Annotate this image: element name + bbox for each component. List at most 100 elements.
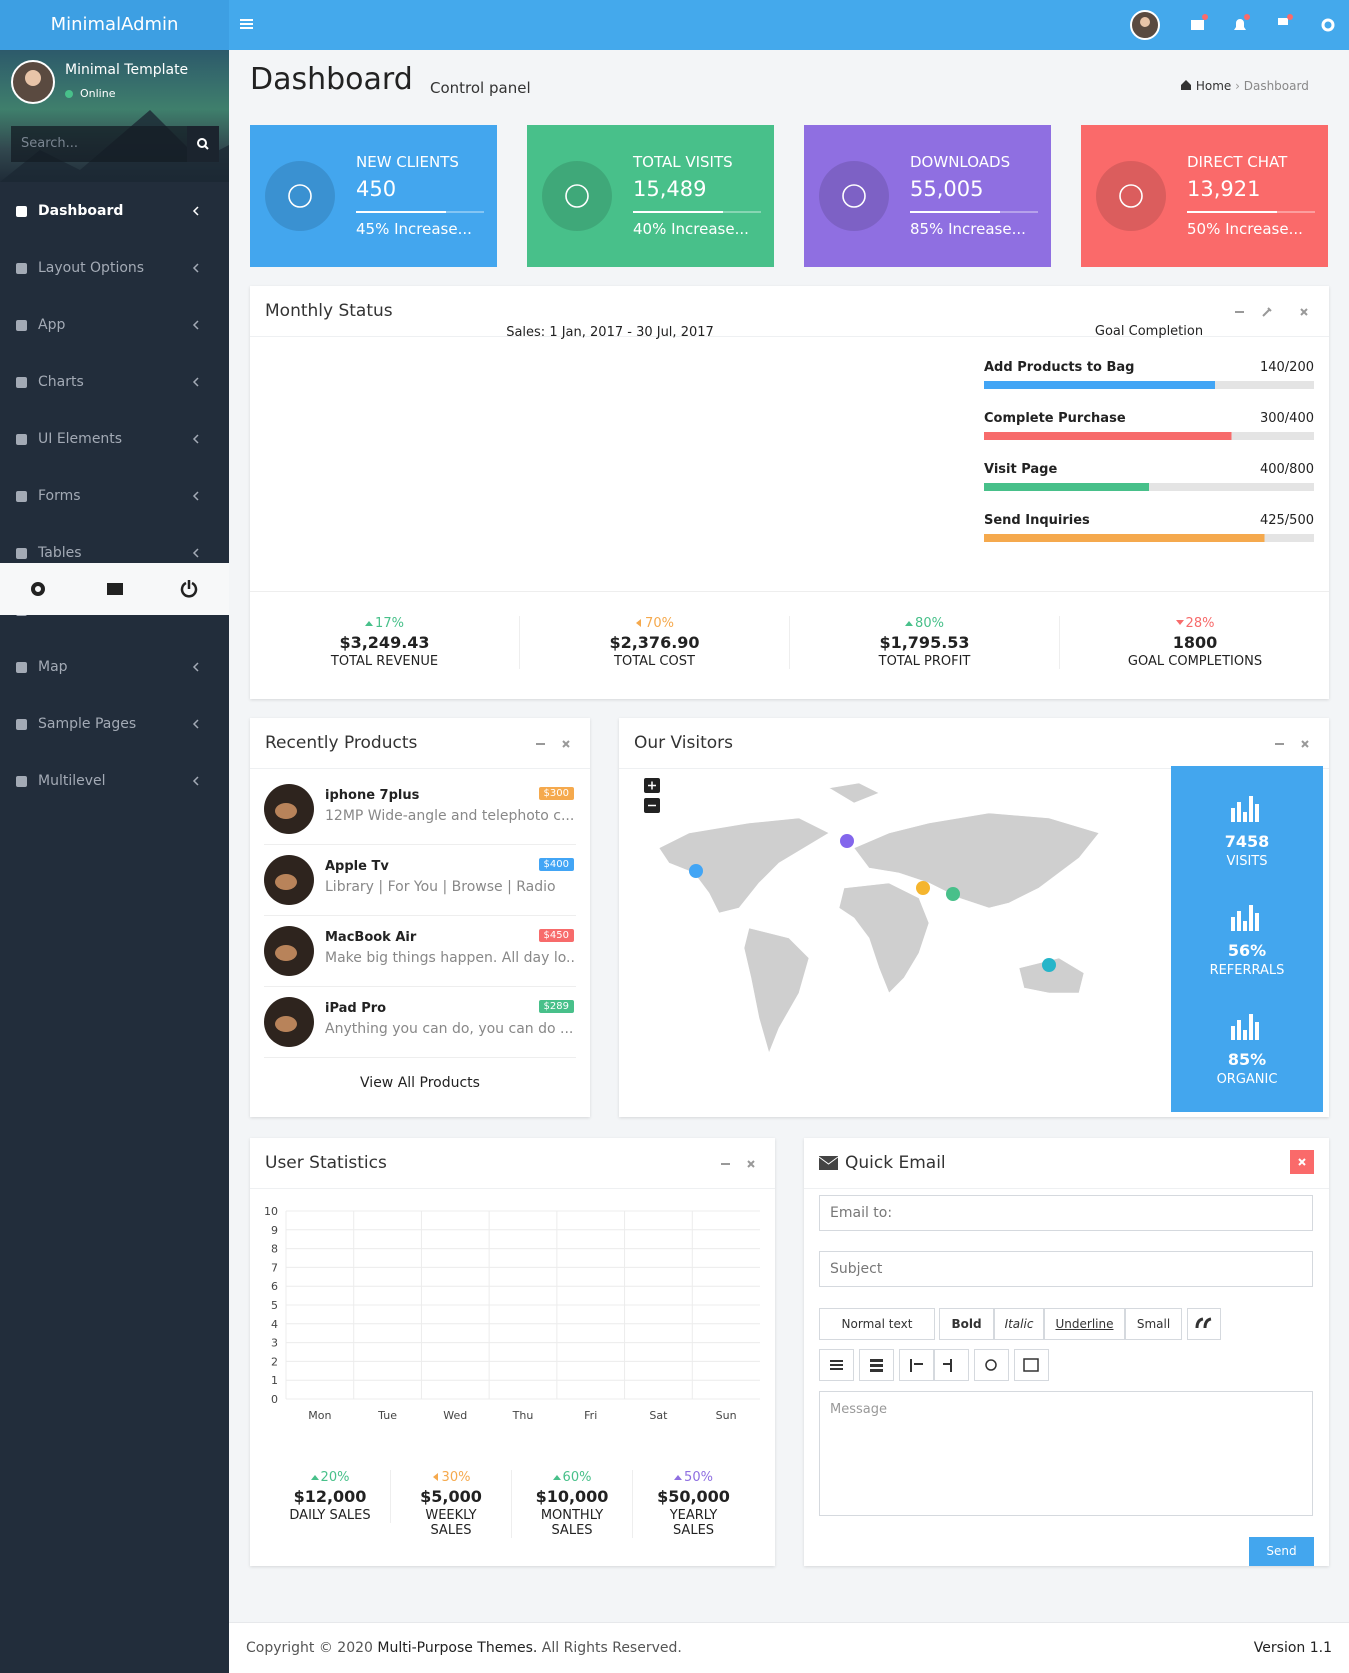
toolbar-button[interactable]: Small (1125, 1308, 1182, 1340)
menu-label: Dashboard (38, 203, 124, 219)
close-button[interactable] (1290, 1150, 1314, 1174)
stat-change-text: 80% (915, 616, 944, 631)
product-image (264, 997, 314, 1047)
icon-shape (16, 263, 27, 274)
message-input[interactable]: Message (819, 1391, 1313, 1516)
sidebar-footer (0, 563, 229, 615)
menu-toggle[interactable] (240, 17, 254, 31)
arrow-shape (552, 1475, 561, 1480)
menu-icon (16, 206, 27, 217)
icon-bar (1237, 802, 1241, 822)
menu-label: Sample Pages (38, 716, 137, 732)
brand[interactable]: MinimalAdmin (0, 0, 229, 50)
editor-toolbar: Normal text Bold Italic Underline Small (819, 1308, 1313, 1340)
menu-chevron (192, 434, 199, 444)
menu-item[interactable]: Map (0, 647, 229, 687)
stat-change-text: 60% (562, 1470, 592, 1485)
y-tick-label: 0 (271, 1393, 278, 1406)
stat-change-text: 28% (1185, 616, 1215, 631)
icon-bar (1231, 1026, 1235, 1040)
menu-chevron (192, 548, 199, 558)
progress-bar (984, 432, 1232, 440)
goal-count: 140/200 (1259, 360, 1314, 375)
menu-item[interactable]: App (0, 305, 229, 345)
menu-item[interactable]: Sample Pages (0, 704, 229, 744)
icon-shape (16, 662, 27, 673)
send-button[interactable]: Send (1249, 1537, 1314, 1566)
stat: 50% $50,000 YEARLY SALES (633, 1470, 754, 1538)
box-tools[interactable] (536, 738, 576, 750)
icon-shape (16, 719, 27, 730)
menu-item[interactable]: Charts (0, 362, 229, 402)
menu-chevron (192, 263, 199, 273)
menu-item[interactable]: Layout Options (0, 248, 229, 288)
stat-change: 50% (633, 1470, 754, 1485)
product-name: MacBook Air (325, 930, 417, 945)
y-tick-label: 4 (271, 1318, 278, 1331)
search-button[interactable] (187, 126, 219, 162)
stat-label: DAILY SALES (289, 1508, 371, 1523)
stat-change: 20% (270, 1470, 390, 1485)
info-label: TOTAL VISITS (633, 153, 733, 171)
goal-label: Send Inquiries (984, 513, 1090, 528)
y-tick-label: 3 (271, 1337, 278, 1350)
info-icon (819, 161, 889, 231)
image-cup (275, 1016, 297, 1032)
product-image (264, 855, 314, 905)
chevron (192, 263, 199, 273)
product-image (264, 926, 314, 976)
stat: 20% $12,000 DAILY SALES (270, 1470, 391, 1523)
menu-item[interactable]: Multilevel (0, 761, 229, 801)
search-input[interactable]: Search... (11, 126, 187, 162)
menu-item[interactable]: UI Elements (0, 419, 229, 459)
home-icon (1181, 80, 1191, 90)
menu-item[interactable]: Tables (0, 533, 229, 573)
stat-value: 1800 (1172, 633, 1218, 652)
box-tools[interactable] (721, 1158, 761, 1170)
toolbar-button[interactable]: Italic (994, 1308, 1044, 1340)
product-name: iPad Pro (325, 1001, 387, 1016)
copyright: Copyright © 2020 (246, 1640, 373, 1656)
stat: 28% 1800 GOAL COMPLETIONS (1060, 616, 1330, 669)
progress-bar (984, 534, 1265, 542)
menu-item[interactable]: Dashboard (0, 191, 229, 231)
info-note: 50% Increase... (1187, 220, 1303, 238)
box-tools[interactable] (1235, 306, 1315, 318)
toolbar-button[interactable]: Underline (1044, 1308, 1125, 1340)
info-box: TOTAL VISITS 15,489 40% Increase... (527, 125, 774, 267)
stat-change: 80% (790, 616, 1059, 631)
menu-item[interactable]: Forms (0, 476, 229, 516)
sidebar-footer-icons[interactable] (0, 563, 229, 615)
icon-bar (1255, 913, 1259, 931)
view-all-link[interactable]: View All Products (360, 1075, 480, 1091)
trend-arrow (1175, 620, 1184, 625)
quote-button[interactable] (1187, 1308, 1221, 1340)
stat-label: YEARLY SALES (669, 1508, 718, 1538)
trend-arrow (636, 619, 642, 627)
company-link[interactable]: Multi-Purpose Themes. (377, 1640, 538, 1656)
product-desc: 12MP Wide-angle and telephoto c... (325, 808, 575, 824)
icon-glyph (288, 184, 312, 208)
editor-toolbar-2[interactable] (819, 1349, 1049, 1381)
icon-bar (1243, 812, 1247, 822)
top-icons[interactable] (1125, 9, 1341, 41)
stat-label: TOTAL COST (614, 654, 695, 669)
stat-label: TOTAL REVENUE (330, 654, 439, 669)
subject-input[interactable]: Subject (819, 1251, 1313, 1287)
icon-bar (1237, 911, 1241, 931)
visitor-value: 85% (1227, 1050, 1267, 1069)
product-price: $289 (538, 1000, 574, 1013)
info-icon (265, 161, 335, 231)
y-tick-label: 9 (271, 1224, 278, 1237)
user-status: Online (80, 87, 116, 100)
box-tools[interactable] (1275, 738, 1315, 750)
icon-circle (265, 161, 335, 231)
info-value: 55,005 (910, 177, 984, 201)
toolbar-button[interactable]: Bold (939, 1308, 994, 1340)
breadcrumb-home[interactable]: Home (1195, 79, 1232, 93)
visitors-box: Our Visitors 7458 VISITS 56% REFERRALS 85% OR… (619, 718, 1329, 1117)
toolbar-button[interactable]: Normal text (819, 1308, 935, 1340)
email-input[interactable]: Email to: (819, 1195, 1313, 1231)
arrow-shape (1175, 620, 1184, 625)
breadcrumb-sep: › (1235, 79, 1240, 93)
